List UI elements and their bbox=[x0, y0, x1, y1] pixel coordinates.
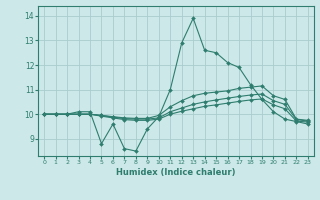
X-axis label: Humidex (Indice chaleur): Humidex (Indice chaleur) bbox=[116, 168, 236, 177]
